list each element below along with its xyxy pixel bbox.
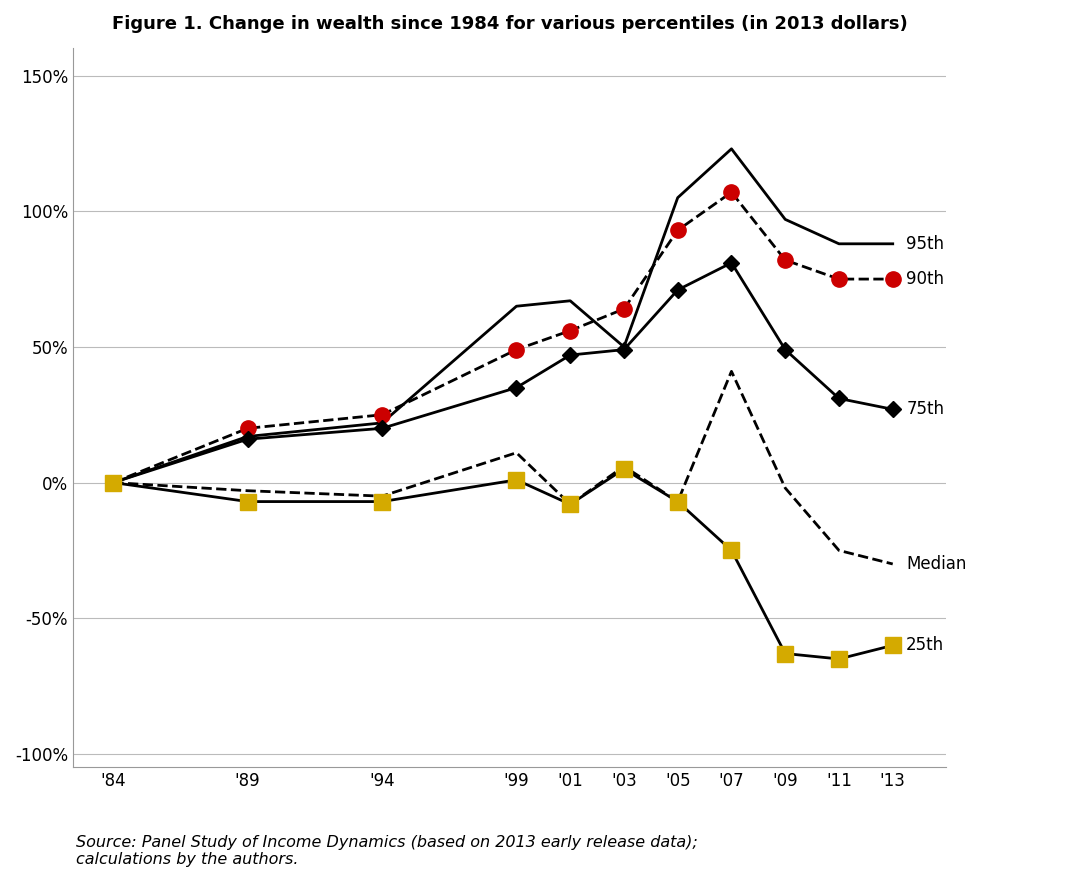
Text: Source: Panel Study of Income Dynamics (based on 2013 early release data);
calcu: Source: Panel Study of Income Dynamics (… (76, 835, 698, 867)
Text: 90th: 90th (906, 270, 945, 289)
Text: 75th: 75th (906, 400, 945, 419)
Title: Figure 1. Change in wealth since 1984 for various percentiles (in 2013 dollars): Figure 1. Change in wealth since 1984 fo… (111, 15, 907, 33)
Text: Median: Median (906, 555, 966, 573)
Text: 95th: 95th (906, 235, 945, 253)
Text: 25th: 25th (906, 636, 945, 654)
